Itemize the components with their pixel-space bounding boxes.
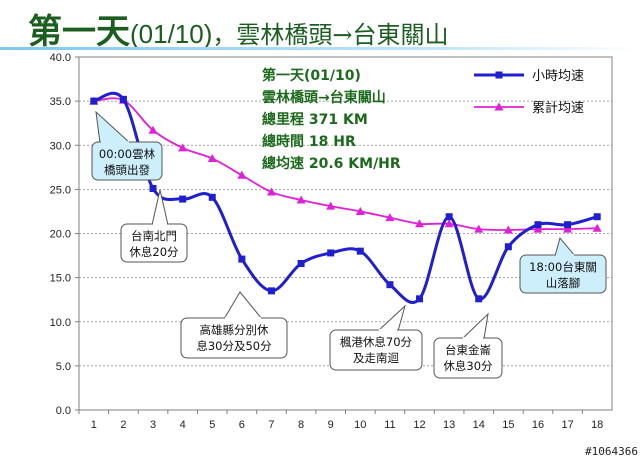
- x-tick-label: 5: [209, 419, 215, 431]
- callout-text: 休息30分: [443, 359, 493, 373]
- summary-line: 總時間 18 HR: [262, 133, 356, 150]
- y-tick-label: 25.0: [50, 184, 71, 196]
- data-point-square: [238, 256, 245, 263]
- x-tick-label: 9: [328, 419, 334, 431]
- x-tick-label: 16: [532, 419, 544, 431]
- x-tick-label: 11: [384, 419, 395, 431]
- x-tick-label: 14: [473, 419, 485, 431]
- y-tick-label: 10.0: [50, 317, 71, 329]
- x-tick-label: 17: [561, 419, 573, 431]
- x-tick-label: 15: [502, 419, 514, 431]
- data-point-square: [446, 213, 453, 220]
- x-tick-label: 7: [268, 419, 274, 431]
- y-tick-label: 30.0: [50, 140, 71, 152]
- summary-line: 雲林橋頭→台東關山: [262, 89, 386, 106]
- data-point-square: [475, 295, 482, 302]
- x-tick-label: 18: [591, 419, 603, 431]
- y-tick-label: 0.0: [56, 405, 71, 417]
- watermark: #1064366: [585, 445, 638, 458]
- callout-text: 台東金崙: [445, 343, 491, 357]
- data-point-square: [594, 213, 601, 220]
- legend-label: 累計均速: [532, 100, 584, 116]
- x-tick-label: 3: [150, 419, 156, 431]
- data-point-square: [564, 221, 571, 228]
- data-point-square: [298, 260, 305, 267]
- data-point-square: [268, 287, 275, 294]
- data-point-square: [534, 221, 541, 228]
- data-point-square: [209, 194, 216, 201]
- x-tick-label: 12: [413, 419, 425, 431]
- summary-line: 總均速 20.6 KM/HR: [262, 155, 401, 172]
- callout-text: 18:00台東關: [529, 260, 597, 274]
- summary-line: 總里程 371 KM: [262, 111, 368, 128]
- x-tick-label: 8: [298, 419, 304, 431]
- y-tick-label: 5.0: [56, 361, 71, 373]
- callout-text: 橋頭出發: [104, 163, 150, 177]
- data-point-square: [120, 96, 127, 103]
- y-tick-label: 40.0: [50, 52, 71, 64]
- x-tick-label: 10: [354, 419, 366, 431]
- x-tick-label: 4: [180, 419, 186, 431]
- y-tick-label: 35.0: [50, 96, 71, 108]
- summary-line: 第一天(01/10): [262, 67, 361, 84]
- data-point-square: [505, 243, 512, 250]
- callout-text: 00:00雲林: [99, 147, 156, 161]
- callout-text: 高雄縣分別休: [200, 323, 269, 337]
- x-tick-label: 1: [91, 419, 97, 431]
- x-tick-label: 13: [443, 419, 455, 431]
- data-point-square: [357, 248, 364, 255]
- data-point-square: [179, 196, 186, 203]
- data-point-square: [327, 249, 334, 256]
- callout-text: 台南北門: [131, 229, 177, 243]
- x-tick-label: 2: [120, 419, 126, 431]
- callout-text: 山落腳: [546, 276, 581, 290]
- data-point-square: [386, 281, 393, 288]
- data-point-square: [150, 185, 157, 192]
- y-tick-label: 20.0: [50, 229, 71, 241]
- x-tick-label: 6: [239, 419, 245, 431]
- callout-text: 及走南迴: [353, 351, 399, 365]
- data-point-square: [90, 98, 97, 105]
- legend-label: 小時均速: [532, 69, 584, 84]
- callout-text: 休息20分: [129, 245, 179, 259]
- y-tick-label: 15.0: [50, 273, 71, 285]
- callout-text: 楓港休息70分: [340, 335, 413, 349]
- callout-text: 息30分及50分: [196, 339, 272, 353]
- legend-marker: [496, 72, 503, 79]
- data-point-square: [416, 295, 423, 302]
